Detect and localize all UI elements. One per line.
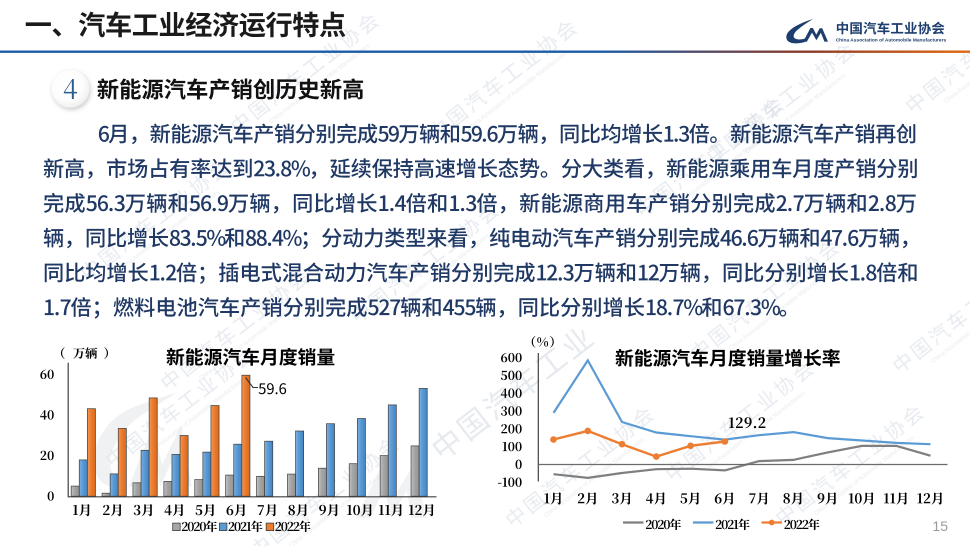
svg-text:China Association of Automobil: China Association of Automobile Manufact…: [931, 283, 970, 365]
svg-text:China Association of Automobil: China Association of Automobile Manufact…: [199, 300, 302, 382]
svg-text:China Association of Automobil: China Association of Automobile Manufact…: [544, 437, 647, 519]
svg-text:15: 15: [932, 518, 948, 534]
svg-text:China Association of Automobil: China Association of Automobile Manufact…: [144, 377, 247, 459]
svg-text:China Association of Automobil: China Association of Automobile Manufact…: [467, 50, 570, 132]
svg-text:China Association of Automobil: China Association of Automobile Manufact…: [836, 37, 947, 43]
